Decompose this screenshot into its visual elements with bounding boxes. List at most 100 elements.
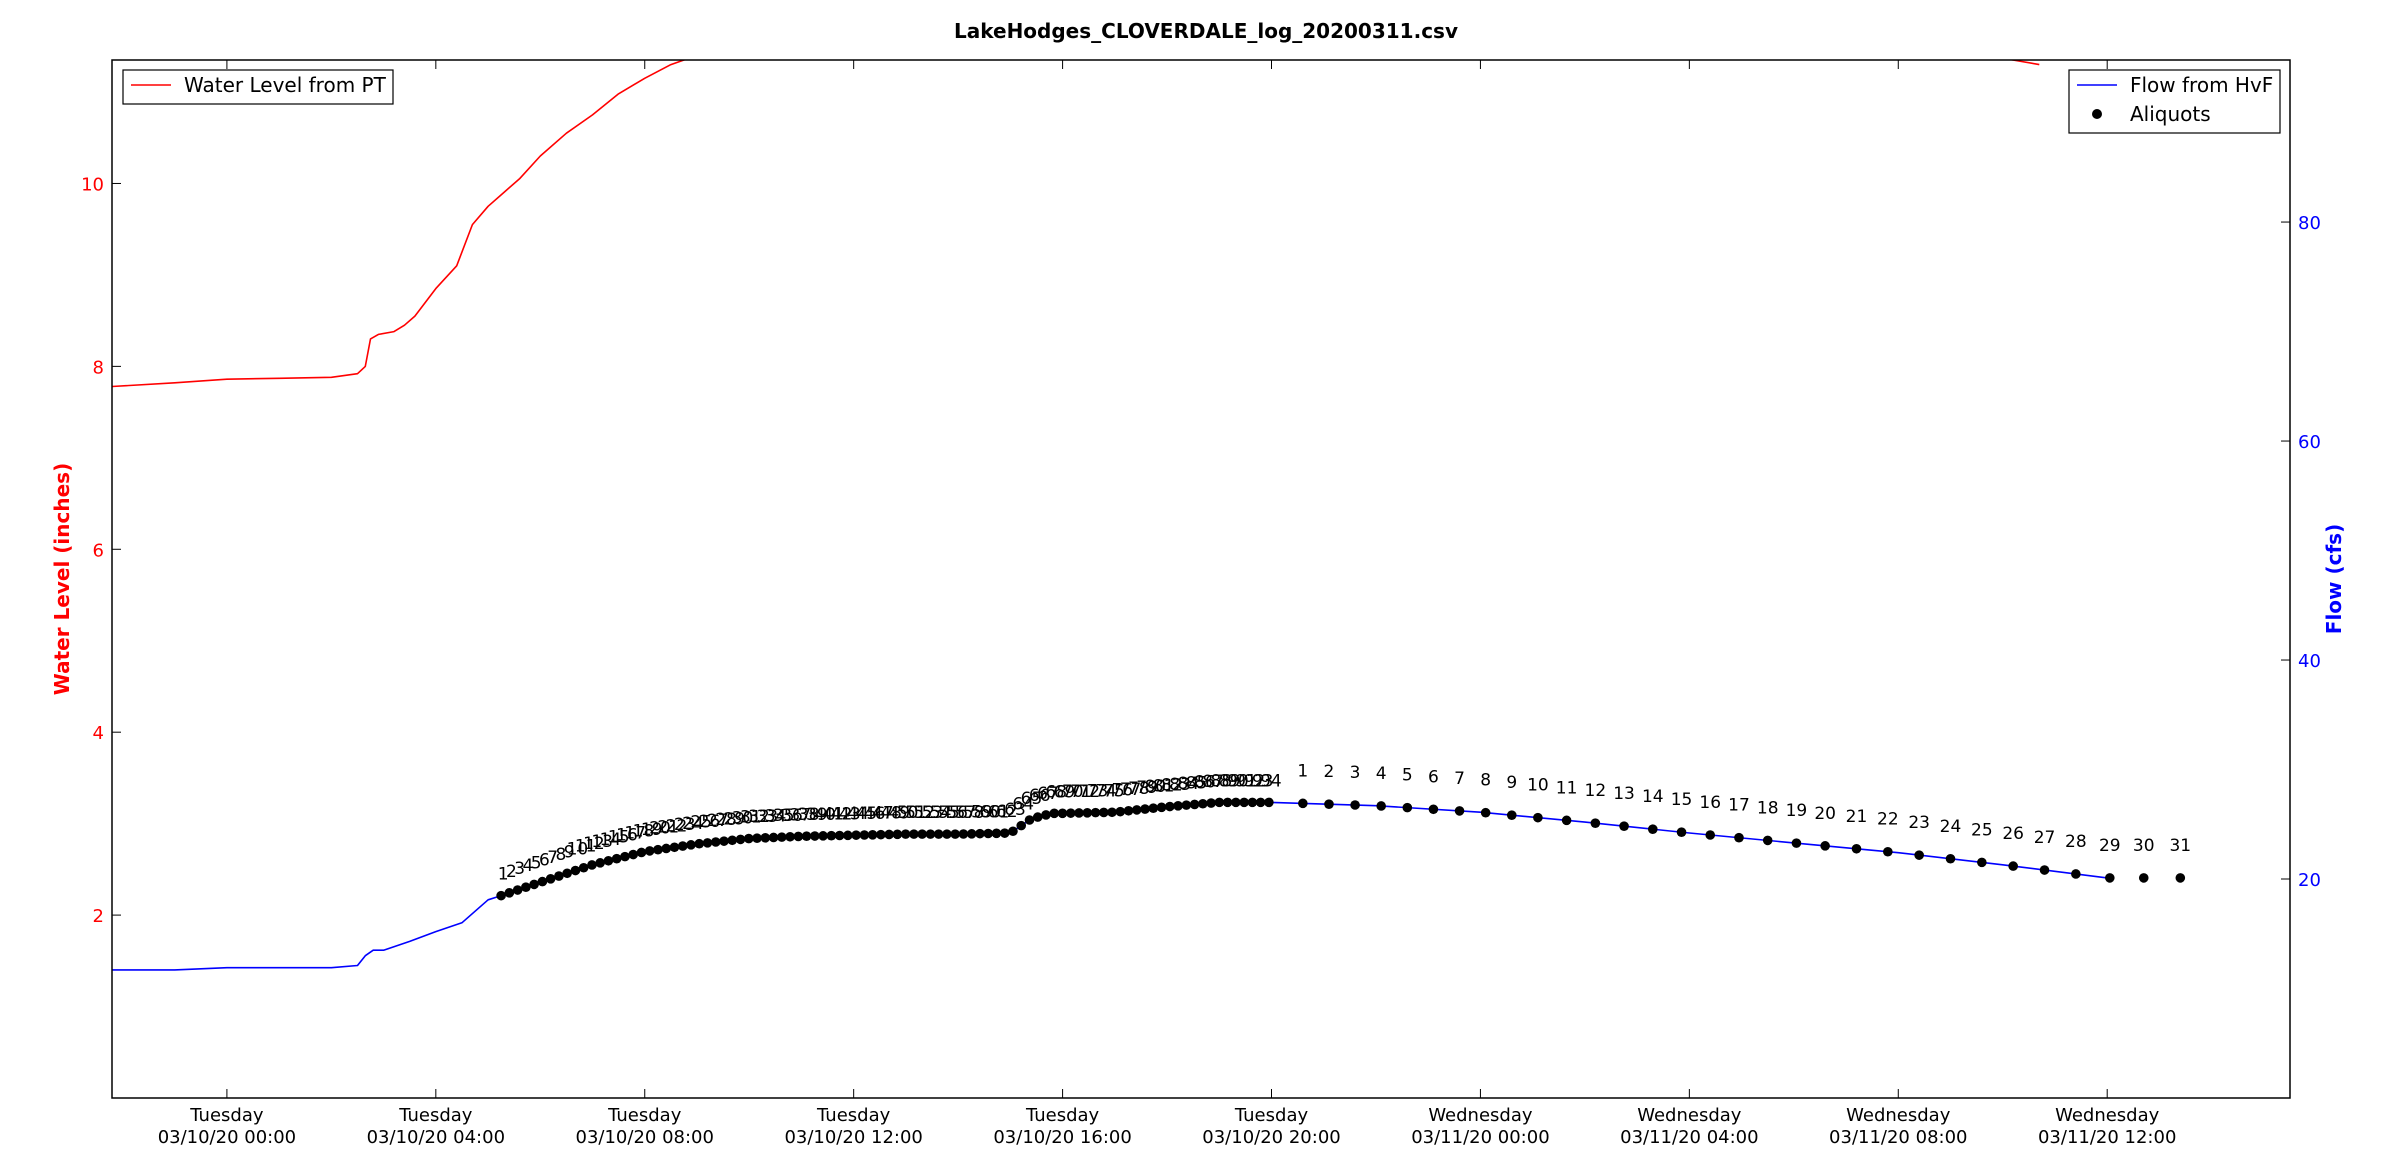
water-level-series-line xyxy=(112,60,2040,388)
aliquot-label: 75 xyxy=(1103,781,1125,801)
aliquot-label: 49 xyxy=(889,803,911,823)
aliquot-marker xyxy=(529,879,539,890)
x-tick-label-date: 03/11/20 08:00 xyxy=(1829,1127,1967,1148)
aliquot-label: 5 xyxy=(1402,766,1413,786)
aliquot-marker xyxy=(884,829,894,840)
aliquot-label: 21 xyxy=(657,817,679,837)
aliquot-label: 50 xyxy=(897,803,919,823)
aliquot-marker xyxy=(1222,797,1233,808)
aliquot-marker xyxy=(1032,812,1043,822)
aliquot-label: 20 xyxy=(649,819,671,839)
aliquot-marker xyxy=(975,828,985,839)
aliquot-marker xyxy=(570,865,581,876)
aliquot-label: 9 xyxy=(1506,773,1517,793)
aliquot-marker xyxy=(942,829,952,839)
x-tick-label-date: 03/10/20 16:00 xyxy=(993,1127,1131,1148)
aliquot-label: 16 xyxy=(1699,793,1721,813)
aliquot-label: 54 xyxy=(930,803,952,823)
aliquot-marker xyxy=(909,829,919,839)
aliquot-label: 56 xyxy=(946,803,968,823)
aliquot-label: 13 xyxy=(591,832,613,852)
aliquot-marker xyxy=(1231,797,1241,808)
aliquot-label: 4 xyxy=(1376,764,1387,784)
aliquot-marker xyxy=(999,828,1010,838)
aliquot-label: 69 xyxy=(1054,782,1076,802)
aliquot-label: 24 xyxy=(1940,817,1962,837)
aliquot-marker xyxy=(1198,798,1208,809)
x-tick-label-date: 03/10/20 04:00 xyxy=(367,1127,505,1148)
aliquot-label: 22 xyxy=(1877,810,1899,830)
aliquot-label: 10 xyxy=(567,840,589,860)
right-tick-label: 20 xyxy=(2298,870,2321,891)
aliquot-marker xyxy=(768,832,779,843)
x-tick-label-day: Wednesday xyxy=(1846,1105,1951,1126)
aliquot-marker xyxy=(545,874,556,884)
aliquot-marker xyxy=(1024,815,1035,825)
aliquot-label: 87 xyxy=(1202,772,1224,792)
aliquot-marker xyxy=(1239,797,1249,808)
aliquot-marker xyxy=(628,849,639,860)
aliquot-marker xyxy=(900,829,911,839)
aliquot-marker xyxy=(644,846,655,856)
aliquot-label: 18 xyxy=(1757,798,1779,818)
aliquot-marker xyxy=(669,842,680,853)
aliquot-label: 27 xyxy=(707,811,729,831)
aliquot-label: 6 xyxy=(539,851,550,871)
left-tick-label: 10 xyxy=(81,174,104,195)
aliquot-marker xyxy=(1324,799,1334,809)
aliquot-marker xyxy=(1298,798,1308,809)
aliquot-label: 80 xyxy=(1144,777,1166,797)
x-tick-label-day: Wednesday xyxy=(2055,1105,2160,1126)
aliquot-marker xyxy=(1214,797,1225,808)
aliquot-marker xyxy=(1255,797,1266,808)
right-tick-label: 60 xyxy=(2298,432,2321,453)
aliquot-marker xyxy=(2071,869,2081,879)
aliquot-label: 6 xyxy=(1428,767,1439,787)
x-tick-label-date: 03/11/20 04:00 xyxy=(1620,1127,1758,1148)
aliquot-label: 30 xyxy=(732,808,754,828)
aliquot-marker xyxy=(1181,800,1192,810)
aliquot-marker xyxy=(1090,807,1101,818)
aliquot-marker xyxy=(512,885,523,895)
aliquot-label: 43 xyxy=(839,804,861,824)
aliquot-marker xyxy=(2138,873,2149,883)
aliquot-label: 25 xyxy=(1971,820,1993,840)
aliquot-label: 45 xyxy=(856,804,878,824)
aliquot-label: 1 xyxy=(498,865,509,885)
aliquot-label: 14 xyxy=(1642,787,1664,807)
aliquot-marker xyxy=(1016,820,1027,831)
aliquot-marker xyxy=(1676,827,1687,838)
plot-frame xyxy=(111,59,2291,1099)
aliquot-label: 2 xyxy=(506,862,517,882)
aliquot-marker xyxy=(1914,850,1924,860)
aliquot-marker xyxy=(1082,807,1093,818)
aliquot-marker xyxy=(1977,857,1987,868)
aliquot-marker xyxy=(1820,841,1830,851)
aliquot-marker xyxy=(810,831,820,841)
aliquot-marker xyxy=(1156,802,1167,813)
aliquot-marker xyxy=(826,830,837,841)
aliquot-marker xyxy=(603,855,614,866)
right-axis-label: Flow (cfs) xyxy=(2322,524,2346,634)
aliquot-marker xyxy=(1206,798,1216,808)
aliquot-marker xyxy=(1762,835,1773,846)
left-axis-label: Water Level (inches) xyxy=(50,463,74,695)
aliquot-marker xyxy=(1065,808,1076,818)
aliquot-label: 47 xyxy=(872,804,894,824)
aliquot-marker xyxy=(876,829,886,840)
x-tick-label-date: 03/11/20 12:00 xyxy=(2038,1127,2176,1148)
aliquot-label: 31 xyxy=(740,808,762,828)
x-tick-label-day: Wednesday xyxy=(1637,1105,1742,1126)
aliquot-label: 1 xyxy=(1297,761,1308,781)
aliquot-label: 35 xyxy=(773,806,795,826)
aliquot-marker xyxy=(1057,808,1068,819)
aliquot-label: 21 xyxy=(1846,807,1868,827)
aliquot-label: 23 xyxy=(674,815,696,835)
aliquot-marker xyxy=(1791,838,1802,848)
aliquot-marker xyxy=(892,829,903,840)
aliquot-label: 63 xyxy=(1004,800,1026,820)
aliquot-marker xyxy=(554,871,564,881)
aliquot-label: 59 xyxy=(971,803,993,823)
aliquot-label: 51 xyxy=(905,803,927,823)
